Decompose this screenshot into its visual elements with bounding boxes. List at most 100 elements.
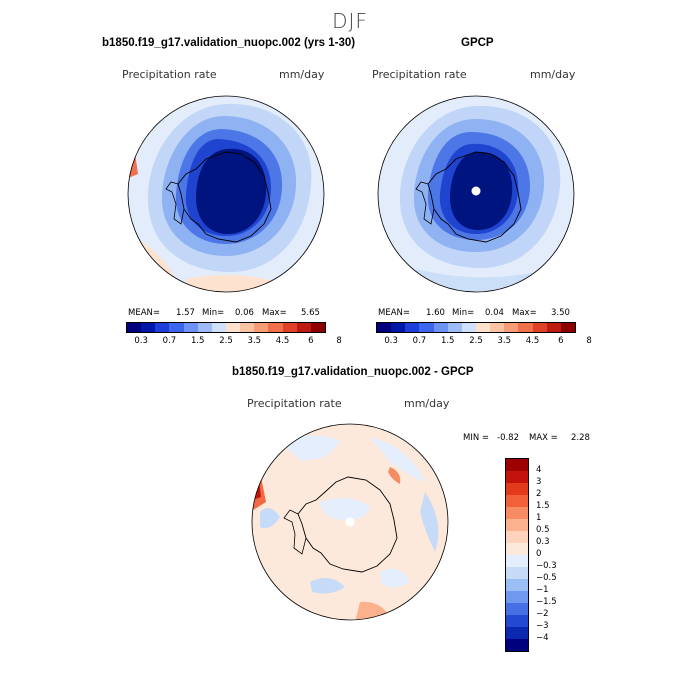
panel3-title: b1850.f19_g17.validation_nuopc.002 - GPC… <box>232 366 474 378</box>
colorbar-tick-label: 1 <box>536 513 542 523</box>
colorbar-tick-label: 0.3 <box>134 336 148 346</box>
colorbar-swatch <box>560 323 575 332</box>
map-border <box>377 95 575 293</box>
colorbar-swatch <box>155 323 170 332</box>
colorbar-swatch <box>490 323 505 332</box>
colorbar-swatch <box>506 459 528 471</box>
panel1-units: mm/day <box>279 68 325 81</box>
panel3-variable: Precipitation rate <box>247 397 342 410</box>
colorbar-swatch <box>506 615 528 627</box>
panel3-min-value: -0.82 <box>497 433 519 443</box>
colorbar-swatch <box>506 555 528 567</box>
colorbar-swatch <box>310 323 325 332</box>
panel3-map <box>251 423 449 621</box>
colorbar-swatch <box>461 323 476 332</box>
colorbar-tick-label: 3.5 <box>497 336 512 346</box>
colorbar-tick-label: −0.3 <box>536 561 557 571</box>
panel2-max-value: 3.50 <box>551 308 570 318</box>
panel2-title: GPCP <box>461 37 494 49</box>
panel1-min-value: 0.06 <box>235 308 254 318</box>
colorbar-swatch <box>506 507 528 519</box>
colorbar-tick-label: 2.5 <box>469 336 483 346</box>
season-title: DJF <box>332 9 368 33</box>
missing-data-marker <box>345 517 355 527</box>
colorbar-tick-label: 8 <box>586 336 592 346</box>
colorbar-swatch <box>546 323 561 332</box>
colorbar-tick-label: 4 <box>536 465 542 475</box>
colorbar-swatch <box>433 323 448 332</box>
colorbar-swatch <box>504 323 519 332</box>
colorbar-swatch <box>447 323 462 332</box>
panel2-min-label: Min= <box>452 308 475 318</box>
colorbar-tick-label: −3 <box>536 621 549 631</box>
colorbar-swatch <box>183 323 198 332</box>
panel1-max-label: Max= <box>262 308 287 318</box>
coastline <box>177 151 272 243</box>
colorbar-tick-label: 6 <box>308 336 314 346</box>
panel3-colorbar-ticks: 4 3 2 1.5 1 0.5 0.3 0 −0.3 −0.5 −1 −1.5 −2 −3 −4 <box>536 458 576 652</box>
colorbar-tick-label: 8 <box>336 336 342 346</box>
colorbar-swatch <box>268 323 283 332</box>
panel1-title: b1850.f19_g17.validation_nuopc.002 (yrs … <box>102 37 356 49</box>
colorbar-tick-label: 0.7 <box>162 336 177 346</box>
panel1-mean-label: MEAN= <box>128 308 160 318</box>
missing-data-marker <box>471 186 481 196</box>
colorbar-swatch <box>532 323 547 332</box>
panel2-max-label: Max= <box>512 308 537 318</box>
colorbar-swatch <box>211 323 226 332</box>
colorbar-tick-label: 3 <box>536 477 542 487</box>
panel3-min-label: MIN = <box>463 433 490 443</box>
colorbar-swatch <box>506 483 528 495</box>
panel1-min-label: Min= <box>202 308 225 318</box>
colorbar-tick-label: 2 <box>536 489 542 499</box>
colorbar-swatch <box>506 567 528 579</box>
colorbar-tick-label: 0.3 <box>536 537 550 547</box>
panel3-colorbar <box>505 458 529 652</box>
coastline <box>297 476 398 573</box>
colorbar-swatch <box>506 603 528 615</box>
panel1-colorbar <box>126 322 326 333</box>
coastline <box>427 151 522 243</box>
panel1-colorbar-ticks: 0.3 0.7 1.5 2.5 3.5 4.5 6 8 <box>126 336 341 348</box>
colorbar-tick-label: −1 <box>536 585 549 595</box>
colorbar-swatch <box>405 323 420 332</box>
colorbar-tick-label: 1.5 <box>440 336 455 346</box>
panel3-max-label: MAX = <box>529 433 558 443</box>
colorbar-swatch <box>506 495 528 507</box>
colorbar-tick-label: 0 <box>536 549 542 559</box>
colorbar-swatch <box>506 627 528 639</box>
panel1-mean-value: 1.57 <box>176 308 195 318</box>
colorbar-swatch <box>506 531 528 543</box>
panel2-mean-label: MEAN= <box>378 308 410 318</box>
colorbar-swatch <box>141 323 156 332</box>
colorbar-tick-label: −0.5 <box>536 573 557 583</box>
colorbar-swatch <box>506 543 528 555</box>
colorbar-swatch <box>127 323 142 332</box>
colorbar-swatch <box>254 323 269 332</box>
colorbar-tick-label: 4.5 <box>275 336 290 346</box>
colorbar-tick-label: −1.5 <box>536 597 557 607</box>
colorbar-swatch <box>506 519 528 531</box>
panel2-min-value: 0.04 <box>485 308 504 318</box>
colorbar-swatch <box>377 323 392 332</box>
panel2-mean-value: 1.60 <box>426 308 445 318</box>
colorbar-tick-label: 1.5 <box>190 336 205 346</box>
colorbar-tick-label: 0.3 <box>384 336 398 346</box>
colorbar-swatch <box>419 323 434 332</box>
panel1-map <box>127 95 325 293</box>
colorbar-swatch <box>506 471 528 483</box>
colorbar-tick-label: 2.5 <box>219 336 233 346</box>
colorbar-swatch <box>518 323 533 332</box>
panel1-max-value: 5.65 <box>301 308 320 318</box>
colorbar-swatch <box>506 591 528 603</box>
colorbar-swatch <box>197 323 212 332</box>
panel2-units: mm/day <box>530 68 576 81</box>
colorbar-tick-label: 1.5 <box>536 501 550 511</box>
panel1-variable: Precipitation rate <box>122 68 217 81</box>
panel2-map <box>377 95 575 293</box>
panel2-colorbar-ticks: 0.3 0.7 1.5 2.5 3.5 4.5 6 8 <box>376 336 591 348</box>
colorbar-tick-label: 0.5 <box>536 525 550 535</box>
colorbar-swatch <box>282 323 297 332</box>
colorbar-swatch <box>475 323 491 332</box>
panel2-colorbar <box>376 322 576 333</box>
